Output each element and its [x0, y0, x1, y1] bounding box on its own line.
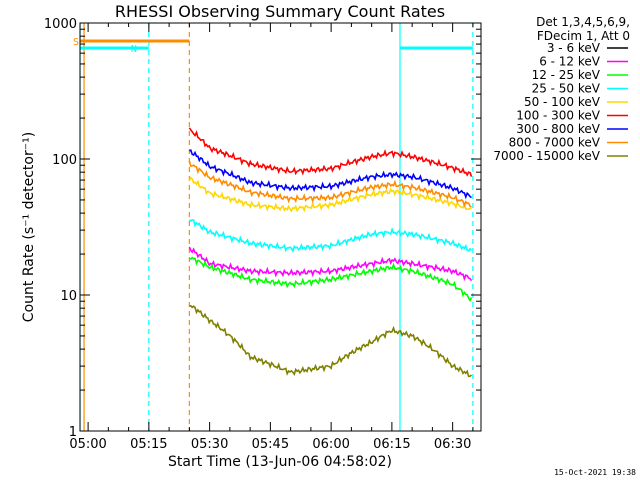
mode-flags: SN: [73, 37, 473, 55]
y-axis: 1 10 100 1000: [44, 17, 481, 440]
legend: Det 1,3,4,5,6,9, FDecim 1, Att 0 3 - 6 k…: [493, 15, 630, 163]
flag-label: N: [131, 44, 137, 55]
y-tick-label: 10: [60, 289, 77, 304]
series-line-6: [189, 149, 472, 200]
x-axis: 05:00 05:15 05:30 05:45 06:00 06:15 06:30: [69, 23, 474, 452]
series-line-4: [188, 176, 472, 213]
chart-title: RHESSI Observing Summary Count Rates: [115, 2, 445, 21]
legend-header-1: Det 1,3,4,5,6,9,: [536, 15, 630, 29]
x-tick-label: 06:00: [312, 437, 349, 452]
y-tick-label: 1000: [44, 17, 77, 32]
x-tick-label: 05:00: [69, 437, 106, 452]
y-tick-label: 1: [69, 425, 77, 440]
legend-label: 50 - 100 keV: [524, 95, 601, 109]
x-axis-label: Start Time (13-Jun-06 04:58:02): [168, 454, 392, 470]
y-axis-label: Count Rate (s⁻¹ detector⁻¹): [21, 132, 37, 322]
x-tick-label: 05:45: [252, 437, 289, 452]
series-group: [188, 127, 473, 378]
legend-label: 7000 - 15000 keV: [493, 149, 600, 163]
plot-timestamp: 15-Oct-2021 19:38: [554, 468, 636, 477]
legend-label: 100 - 300 keV: [516, 109, 600, 123]
flag-label: S: [73, 37, 79, 48]
legend-label: 3 - 6 keV: [547, 41, 601, 55]
legend-label: 300 - 800 keV: [516, 122, 600, 136]
legend-label: 800 - 7000 keV: [509, 136, 601, 150]
series-line-7: [188, 160, 472, 208]
series-line-2: [189, 256, 473, 302]
series-line-8: [189, 304, 473, 378]
x-tick-label: 05:30: [191, 437, 228, 452]
x-tick-label: 05:15: [130, 437, 167, 452]
x-tick-label: 06:15: [373, 437, 410, 452]
legend-header-2: FDecim 1, Att 0: [537, 29, 630, 43]
y-tick-label: 100: [52, 153, 77, 168]
series-line-1: [188, 246, 473, 282]
series-line-3: [188, 219, 473, 254]
legend-label: 12 - 25 keV: [532, 68, 601, 82]
time-markers: [80, 23, 474, 431]
legend-label: 25 - 50 keV: [532, 82, 601, 96]
plot-frame: [79, 22, 482, 432]
legend-label: 6 - 12 keV: [539, 55, 601, 69]
x-tick-label: 06:30: [434, 437, 471, 452]
series-line-5: [188, 127, 473, 177]
